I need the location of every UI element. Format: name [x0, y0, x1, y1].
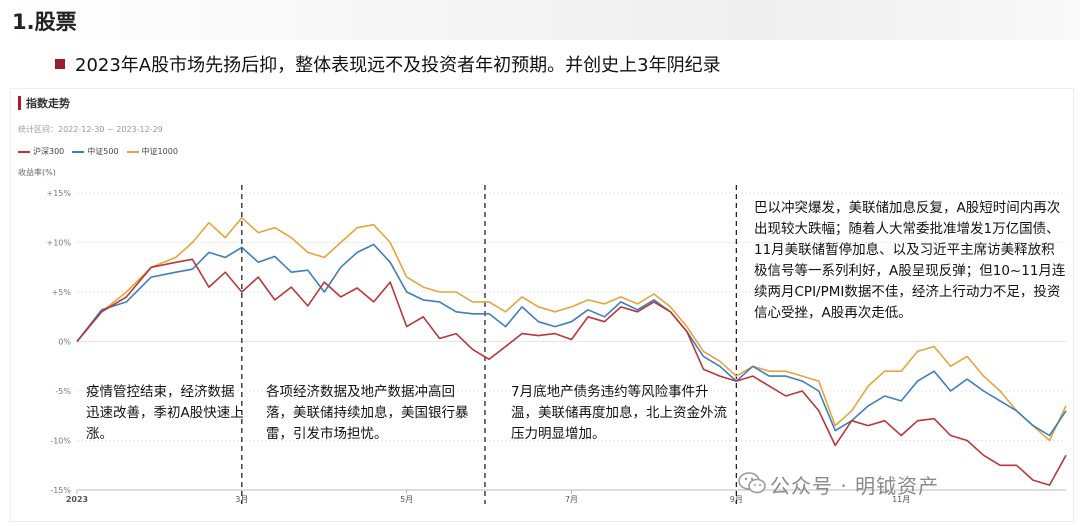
series-line-hs300 — [76, 258, 1067, 486]
bullet-text: 2023年A股市场先扬后抑，整体表现远不及投资者年初预期。并创史上3年阴纪录 — [75, 55, 721, 76]
annotation-q3: 7月底地产债务违约等风险事件升温，美联储再度加息，北上资金外流压力明显增加。 — [511, 384, 727, 442]
x-tick-label: 7月 — [565, 495, 578, 504]
legend-label-hs300: 沪深300 — [33, 147, 65, 156]
legend-swatch-hs300 — [18, 150, 30, 153]
legend-label-zz1000: 中证1000 — [141, 147, 178, 156]
bullet-line: 2023年A股市场先扬后抑，整体表现远不及投资者年初预期。并创史上3年阴纪录 — [55, 50, 721, 78]
x-tick-label: 5月 — [400, 495, 413, 504]
annotation-q4: 巴以冲突爆发，美联储加息反复，A股短时间内再次出现较大跌幅；随着人大常委批准增发… — [754, 200, 1066, 321]
series-line-zz1000 — [76, 217, 1067, 442]
wechat-logo-icon — [738, 472, 766, 494]
y-tick-label: -5% — [55, 387, 71, 396]
legend-item-zz500[interactable]: 中证500 — [72, 146, 119, 157]
section-title: 1.股票 — [12, 10, 77, 34]
stat-range: 统计区间：2022-12-30 ~ 2023-12-29 — [18, 125, 163, 134]
legend-label-zz500: 中证500 — [87, 147, 119, 156]
series-line-zz500 — [76, 243, 1067, 437]
panel-title: 指数走势 — [26, 97, 70, 110]
y-tick-label: -15% — [50, 486, 71, 495]
annotation-q2: 各项经济数据及地产数据冲高回落，美联储持续加息，美国银行暴雷，引发市场担忧。 — [266, 384, 469, 442]
legend-item-hs300[interactable]: 沪深300 — [18, 146, 64, 157]
chart-legend: 沪深300 中证500 中证1000 — [18, 146, 186, 157]
x-tick-label: 11月 — [892, 495, 910, 504]
y-axis-label: 收益率(%) — [18, 168, 56, 177]
annotation-q1: 疫情管控结束，经济数据迅速改善，季初A股快速上涨。 — [86, 384, 244, 442]
watermark: 公众号 · 明钺资产 — [770, 474, 940, 498]
bullet-square-icon — [55, 59, 65, 69]
chart-panel — [10, 88, 1074, 522]
legend-swatch-zz1000 — [126, 150, 139, 153]
y-tick-label: +5% — [52, 288, 72, 297]
x-tick-label: 3月 — [235, 495, 248, 504]
y-tick-label: +10% — [47, 239, 72, 248]
y-tick-label: 0% — [58, 338, 71, 347]
legend-item-zz1000[interactable]: 中证1000 — [126, 146, 178, 157]
x-tick-label: 9月 — [730, 495, 743, 504]
panel-title-bar — [18, 96, 21, 110]
y-tick-label: -10% — [50, 437, 71, 446]
legend-swatch-zz500 — [72, 150, 85, 153]
header-band — [0, 0, 1080, 40]
x-tick-label: 2023 — [66, 495, 88, 504]
y-tick-label: +15% — [47, 189, 72, 198]
